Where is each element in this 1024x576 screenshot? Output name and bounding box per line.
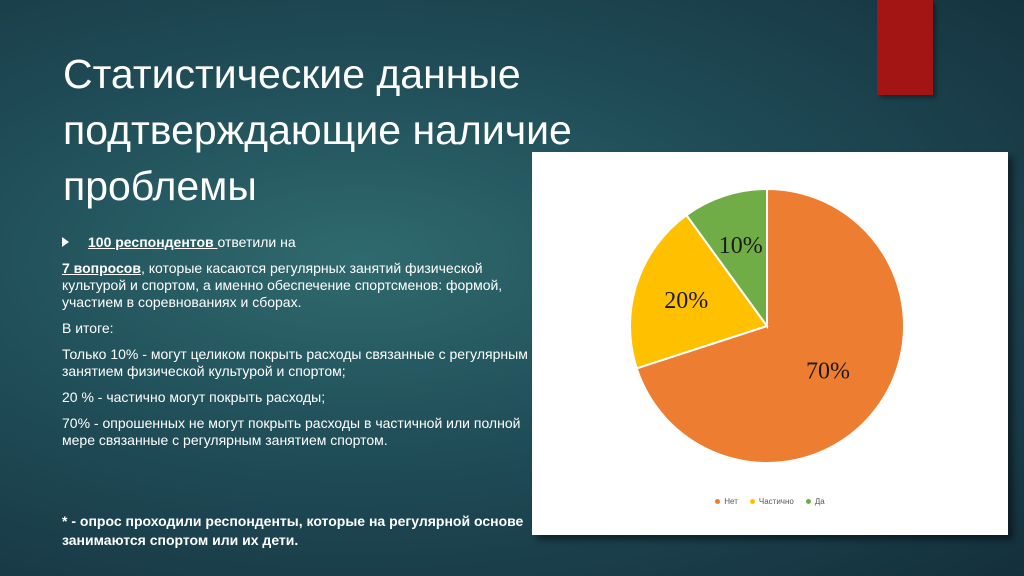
page-title: Статистические данные подтверждающие нал… [63, 46, 663, 214]
pie-slice-3 [685, 187, 768, 330]
legend-swatch-icon [715, 499, 721, 505]
result-70-text: 70% - опрошенных не могут покрыть расход… [62, 415, 521, 448]
pie-chart-svg: 70% 20% 10% [629, 187, 905, 464]
result-10-text: Только 10% - могут целиком покрыть расхо… [62, 346, 528, 379]
data-label-2: 20% [664, 288, 708, 314]
legend-swatch-icon [805, 499, 811, 505]
respondents-text: ответили на [217, 234, 296, 250]
legend-item-3: Да [805, 497, 825, 506]
title-line-3: проблемы [63, 163, 257, 209]
title-line-2: подтверждающие наличие [63, 107, 572, 153]
legend-item-2: Частично [749, 497, 794, 506]
accent-bar [877, 0, 933, 95]
questions-count: 7 вопросов [62, 260, 141, 276]
body-text: 100 респондентов ответили на 7 вопросов,… [62, 234, 532, 458]
bullet-arrow-icon [62, 237, 69, 247]
pie-slice-1 [635, 187, 905, 464]
questions-text: , которые касаются регулярных занятий фи… [62, 260, 503, 310]
title-line-1: Статистические данные [63, 51, 521, 97]
respondents-count: 100 респондентов [88, 234, 218, 250]
pie-chart: 70% 20% 10% Нет Частично Да [532, 152, 1008, 535]
legend-swatch-icon [749, 499, 755, 505]
legend-label: Нет [724, 497, 738, 506]
questions-paragraph: 7 вопросов, которые касаются регулярных … [62, 260, 532, 311]
data-label-1: 70% [806, 358, 850, 384]
bullet-respondents: 100 респондентов ответили на [62, 234, 532, 251]
footnote: * - опрос проходили респонденты, которые… [62, 513, 524, 548]
legend-item-1: Нет [715, 497, 738, 506]
summary-label: В итоге: [62, 320, 114, 336]
pie-slice-2 [629, 213, 769, 370]
result-20-text: 20 % - частично могут покрыть расходы; [62, 389, 326, 405]
legend-label: Да [814, 497, 825, 506]
chart-legend: Нет Частично Да [532, 497, 1008, 506]
legend-label: Частично [758, 497, 794, 506]
data-label-3: 10% [719, 233, 763, 259]
